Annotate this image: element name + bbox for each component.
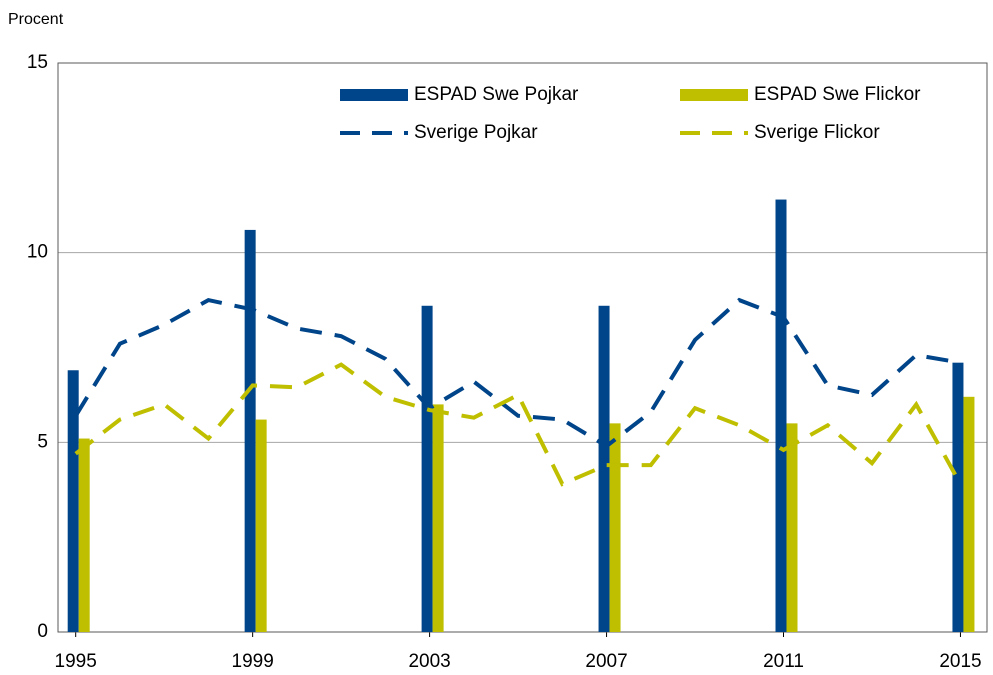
bar: [432, 404, 444, 632]
bar: [952, 362, 964, 632]
x-tick-label: 2003: [408, 651, 450, 672]
plot-frame: [57, 62, 988, 633]
y-tick-label: 15: [27, 52, 48, 73]
legend-swatch: [680, 89, 748, 101]
y-tick-label: 0: [37, 621, 48, 642]
bar: [775, 199, 787, 632]
bar: [255, 419, 267, 632]
x-tick-label: 2007: [585, 651, 627, 672]
bar: [609, 423, 621, 632]
legend-swatch: [340, 89, 408, 101]
y-tick-label: 5: [37, 431, 48, 452]
legend-label: ESPAD Swe Flickor: [754, 84, 921, 105]
bar: [421, 305, 433, 632]
y-axis-label: Procent: [8, 11, 64, 28]
bar: [244, 229, 256, 632]
y-tick-label: 10: [27, 242, 48, 263]
legend-label: ESPAD Swe Pojkar: [414, 84, 579, 105]
legend-label: Sverige Flickor: [754, 122, 880, 143]
bar: [963, 396, 975, 632]
x-tick-label: 2015: [939, 651, 981, 672]
x-tick-label: 1995: [55, 651, 97, 672]
line: [73, 297, 961, 449]
legend-label: Sverige Pojkar: [414, 122, 538, 143]
bar: [598, 305, 610, 632]
bar: [78, 438, 90, 632]
x-tick-label: 2011: [763, 651, 804, 672]
x-tick-label: 1999: [232, 651, 274, 672]
line: [74, 362, 963, 487]
bar: [786, 423, 798, 632]
bar: [67, 370, 79, 632]
